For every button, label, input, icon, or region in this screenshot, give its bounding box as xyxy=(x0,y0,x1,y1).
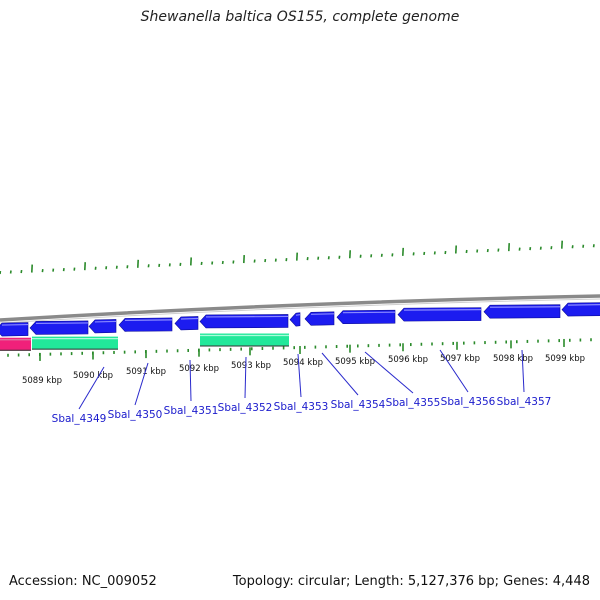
gene-label: Sbal_4354 xyxy=(331,399,386,411)
scale-labels: 5089 kbp 5090 kbp 5091 kbp 5092 kbp 5093 kbp… xyxy=(22,354,585,386)
cds-highlight xyxy=(35,322,89,325)
gene-leader-line xyxy=(321,352,359,396)
gene-leader-line xyxy=(134,362,149,406)
scale-label: 5089 kbp xyxy=(22,376,62,386)
scale-label: 5090 kbp xyxy=(73,371,113,381)
scale-label: 5092 kbp xyxy=(179,364,219,374)
cds-arrow xyxy=(483,304,561,319)
cds-arrow xyxy=(199,314,289,329)
cds-highlight xyxy=(403,309,482,311)
scale-label: 5094 kbp xyxy=(283,358,323,368)
feature-track xyxy=(0,302,600,351)
gene-label: Sbal_4353 xyxy=(274,401,329,413)
gene-label: Sbal_4349 xyxy=(52,413,107,425)
cds-highlight xyxy=(310,313,335,315)
map-title: Shewanella baltica OS155, complete genom… xyxy=(140,9,460,25)
cds-arrow xyxy=(304,311,335,326)
gene-leader-line xyxy=(78,366,105,410)
cds-highlight xyxy=(342,311,396,314)
gene-leader-line xyxy=(189,359,192,402)
cds-highlight xyxy=(124,319,173,322)
cds-arrow xyxy=(289,312,301,327)
cds-highlight xyxy=(567,304,600,306)
cds-arrow xyxy=(118,317,173,332)
outer-tick-track xyxy=(0,240,595,275)
gene-leader-line xyxy=(297,353,302,398)
gene-label: Sbal_4351 xyxy=(164,405,219,417)
gene-leader-line xyxy=(364,351,414,394)
gene-leader-line xyxy=(439,349,469,393)
genome-backbone xyxy=(0,294,600,324)
cds-highlight xyxy=(295,314,301,316)
cds-arrow xyxy=(561,302,600,317)
cds-arrow xyxy=(336,309,396,324)
teal-feature-block xyxy=(200,333,289,347)
cds-highlight xyxy=(1,323,29,326)
gene-leader-line xyxy=(244,356,247,399)
scale-label: 5098 kbp xyxy=(493,354,533,364)
scale-label: 5099 kbp xyxy=(545,354,585,364)
accession-text: Accession: NC_009052 xyxy=(9,574,157,589)
teal-feature-block xyxy=(32,336,118,350)
cds-arrow xyxy=(397,307,482,322)
scale-label: 5095 kbp xyxy=(335,357,375,367)
gene-label: Sbal_4357 xyxy=(497,396,552,408)
scale-label: 5093 kbp xyxy=(231,361,271,371)
gene-labels: Sbal_4349 Sbal_4350 Sbal_4351 Sbal_4352 Sbal… xyxy=(52,349,552,425)
cds-highlight xyxy=(94,320,117,323)
cds-arrow xyxy=(0,322,29,337)
cds-arrow xyxy=(88,319,117,334)
gene-label: Sbal_4355 xyxy=(386,397,441,409)
gene-label: Sbal_4350 xyxy=(108,409,163,421)
gene-label: Sbal_4356 xyxy=(441,396,496,408)
inner-tick-track xyxy=(7,338,592,361)
genome-summary-text: Topology: circular; Length: 5,127,376 bp… xyxy=(232,574,590,589)
scale-label: 5097 kbp xyxy=(440,354,480,364)
cds-highlight xyxy=(205,315,289,318)
gene-label: Sbal_4352 xyxy=(218,402,273,414)
scale-label: 5096 kbp xyxy=(388,355,428,365)
pink-feature-block xyxy=(0,337,31,351)
cds-arrow xyxy=(29,320,89,335)
backbone-outer-line xyxy=(0,294,600,322)
gene-leader-line xyxy=(521,349,525,393)
scale-label: 5091 kbp xyxy=(126,367,166,377)
cds-highlight xyxy=(180,317,199,320)
backbone-inner-line xyxy=(0,298,600,324)
cds-highlight xyxy=(489,306,561,308)
cds-arrow xyxy=(174,316,199,331)
